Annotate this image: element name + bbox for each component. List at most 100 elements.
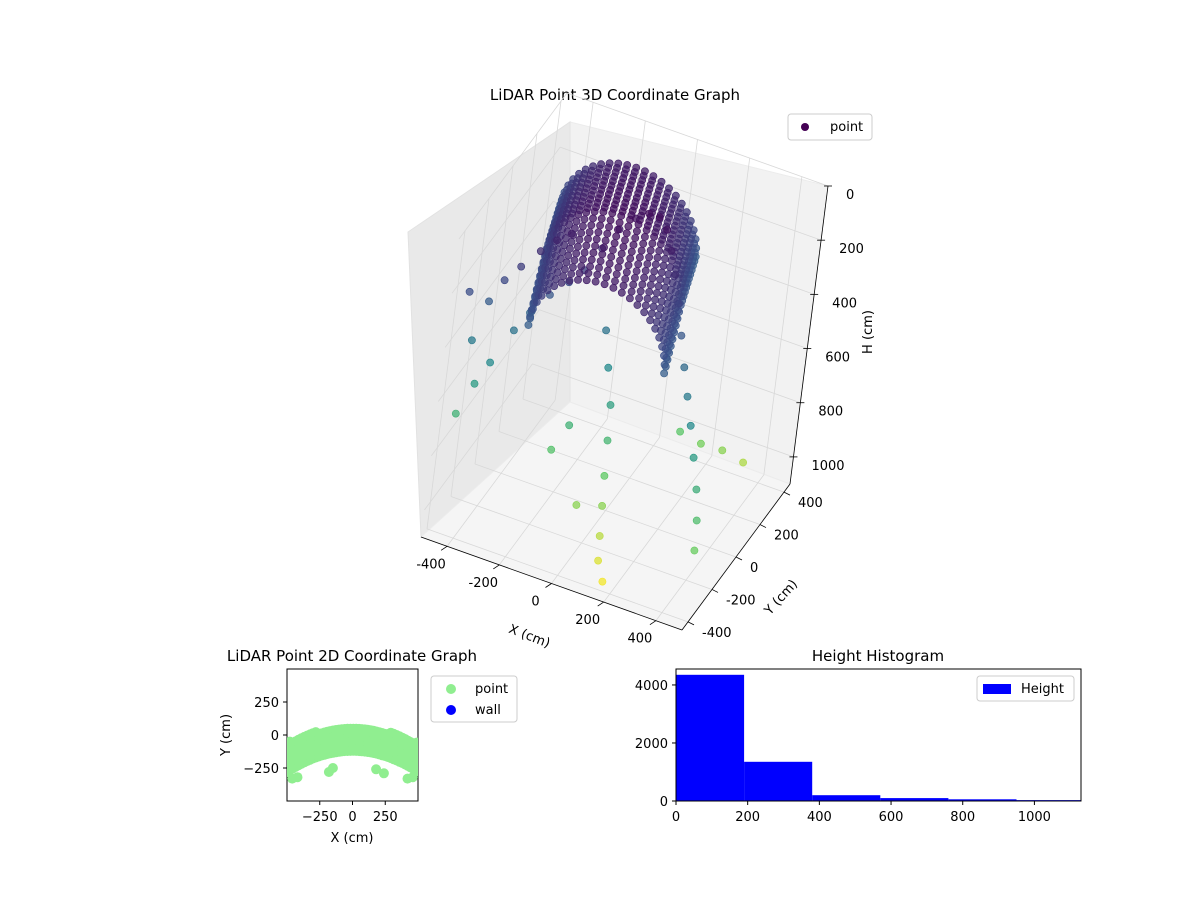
data-point-2d [371,764,382,775]
data-point-3d [584,234,592,243]
grid-line [444,201,554,348]
data-point-3d [626,294,634,303]
legend-label-height: Height [1021,682,1064,697]
data-point-3d [579,222,587,231]
data-point-3d [641,266,650,275]
grid-line [566,92,829,187]
data-point-3d [655,246,664,255]
data-point-3d [643,294,652,303]
data-point-3d [614,225,622,234]
data-point-3d [614,263,623,272]
data-point-3d [645,253,653,262]
data-point-3d [667,246,676,255]
data-point-3d [580,248,589,257]
x-tick-label-3d: -200 [469,576,499,591]
grid-line [522,398,785,493]
data-point-3d [667,256,676,265]
data-point-3d [651,324,660,333]
scatter-3d-chart: LiDAR Point 3D Coordinate Graph -400 -200… [407,86,876,651]
x-tick-label-3d: 200 [575,613,600,628]
data-point-3d [627,287,636,296]
x-tick-label-2d: 0 [348,810,356,825]
points-2d [287,723,418,784]
data-point-3d [547,445,556,454]
height-histogram-chart: Height Histogram 0 200 400 600 800 1000 0 2000 4… [635,647,1082,825]
y-tick-label-3d: -200 [726,593,756,608]
data-point-3d [529,305,537,313]
grid-line [498,133,538,432]
data-point-3d [575,269,584,277]
data-point-3d [617,211,626,220]
grid-line [711,158,751,457]
data-point-3d [485,297,493,306]
data-point-3d [659,261,668,270]
data-point-3d [580,215,589,224]
z-tick-label-3d: 400 [832,296,857,311]
data-point-3d [585,228,594,236]
data-point-3d [631,273,639,282]
data-point-3d [564,251,573,260]
data-point-3d [572,501,581,509]
z-tick-label-3d: 200 [839,242,864,257]
data-point-3d [572,217,581,226]
x-tick-label-3d: 0 [531,595,539,610]
y-tick-3d [687,621,695,626]
x-tick-3d [493,564,500,570]
data-point-3d [671,270,680,279]
histogram-bars [676,674,1081,801]
data-point-3d [624,222,633,231]
data-point-3d [645,209,654,218]
data-point-3d [690,546,699,555]
data-point-3d [536,247,545,256]
data-point-3d [609,283,618,292]
grid-line [424,363,533,511]
data-point-3d [617,288,626,297]
legend-label-point-2d: point [475,682,508,697]
data-point-3d [645,287,654,296]
y-tick-label-2d: 0 [271,729,279,744]
data-point-3d [467,336,476,345]
scatter-2d-chart: LiDAR Point 2D Coordinate Graph −250 0 250… [219,647,518,846]
y-tick-label-hist: 2000 [635,737,668,752]
data-point-3d [648,274,657,283]
data-point-3d [608,209,617,218]
data-point-3d [526,312,534,321]
data-point-3d [647,309,656,318]
data-point-3d [602,326,610,335]
data-point-3d [636,287,645,296]
data-point-3d [655,333,664,342]
data-point-3d [621,275,630,283]
data-point-3d [638,280,647,289]
y-tick-3d [735,556,743,561]
data-point-3d [660,351,668,360]
data-point-3d [654,311,663,320]
data-point-3d [465,287,474,296]
data-point-3d [653,253,662,262]
data-point-3d [589,214,597,223]
data-point-3d [660,360,669,369]
data-point-3d [594,228,603,237]
x-tick-label-2d: −250 [302,810,338,825]
y-tick-label-hist: 0 [660,795,668,810]
data-point-3d [567,270,576,278]
data-point-3d [587,255,596,264]
y-tick-label-3d: 400 [798,496,823,511]
data-point-3d [622,229,631,238]
data-point-3d [577,262,586,271]
data-point-3d [626,254,635,263]
histogram-bar [880,798,949,801]
x-tick-label-2d: 250 [373,810,398,825]
data-point-3d [652,289,661,297]
data-point-3d [640,273,648,282]
data-point-3d [572,249,581,258]
data-point-3d [636,253,644,262]
x-tick-label-hist: 200 [735,810,760,825]
chart-title-hist: Height Histogram [812,647,944,665]
data-point-3d [598,501,606,510]
data-point-3d [639,239,648,248]
z-tick-label-3d: 800 [818,405,843,420]
data-point-3d [659,290,668,299]
data-point-3d [632,267,641,275]
x-tick-label-hist: 400 [807,810,832,825]
data-point-3d [565,421,574,430]
